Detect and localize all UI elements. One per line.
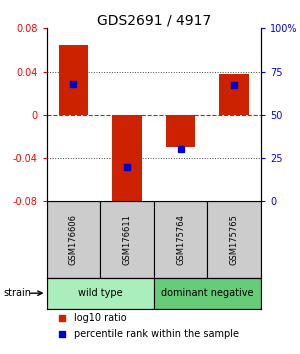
Text: strain: strain	[3, 288, 31, 298]
Bar	[166, 115, 195, 147]
Text: GSM175765: GSM175765	[230, 214, 239, 265]
Bar	[58, 45, 88, 115]
Text: GSM175764: GSM175764	[176, 214, 185, 265]
Bar	[219, 74, 249, 115]
Text: wild type: wild type	[78, 288, 122, 298]
Text: GSM176611: GSM176611	[122, 214, 131, 265]
Bar	[46, 278, 154, 309]
Text: dominant negative: dominant negative	[161, 288, 254, 298]
Title: GDS2691 / 4917: GDS2691 / 4917	[97, 13, 211, 27]
Bar	[100, 201, 154, 278]
Bar	[154, 278, 261, 309]
Bar	[46, 201, 100, 278]
Text: percentile rank within the sample: percentile rank within the sample	[74, 329, 239, 339]
Text: GSM176606: GSM176606	[69, 214, 78, 265]
Bar	[154, 201, 207, 278]
Text: log10 ratio: log10 ratio	[74, 313, 127, 324]
Bar	[207, 201, 261, 278]
Bar	[112, 115, 142, 215]
